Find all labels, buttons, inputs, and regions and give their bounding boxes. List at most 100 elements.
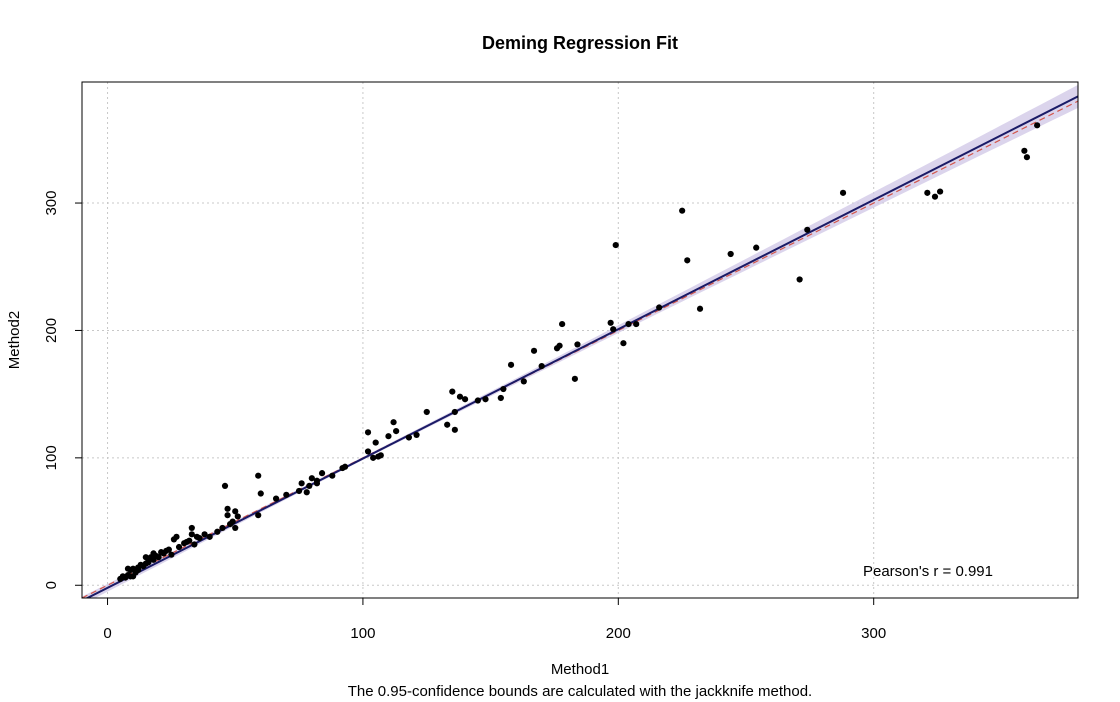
- data-point: [684, 257, 691, 264]
- data-point: [318, 470, 326, 477]
- data-point: [206, 533, 213, 540]
- data-point: [507, 361, 515, 368]
- data-point: [753, 244, 760, 251]
- data-point: [500, 385, 507, 393]
- data-point: [423, 408, 430, 416]
- data-point: [497, 394, 504, 402]
- data-point: [303, 489, 310, 496]
- data-point: [272, 495, 280, 502]
- data-point: [936, 188, 944, 195]
- data-point: [341, 463, 349, 470]
- data-point: [255, 512, 262, 519]
- data-point: [482, 396, 489, 403]
- data-point: [461, 396, 469, 403]
- data-point: [1034, 122, 1041, 129]
- data-points-layer: [117, 122, 1041, 582]
- data-point: [173, 533, 180, 540]
- data-point: [364, 448, 372, 455]
- data-point: [155, 554, 162, 561]
- data-point: [186, 537, 193, 544]
- data-point: [444, 421, 451, 428]
- data-point: [370, 454, 377, 461]
- data-point: [530, 347, 538, 354]
- x-tick-label: 200: [606, 625, 631, 642]
- data-point: [283, 491, 290, 498]
- x-axis-ticks: 0 100 200 300: [103, 598, 886, 642]
- data-point: [1023, 154, 1031, 161]
- y-tick-label: 300: [43, 191, 60, 216]
- data-point: [556, 342, 563, 349]
- data-point: [168, 551, 175, 558]
- data-point: [188, 524, 195, 532]
- data-point: [633, 320, 640, 328]
- data-point: [196, 535, 203, 542]
- data-point: [679, 207, 686, 214]
- data-point: [313, 477, 321, 484]
- data-point: [191, 541, 198, 548]
- data-point: [574, 341, 581, 348]
- data-point: [559, 320, 566, 328]
- pearson-annotation: Pearson's r = 0.991: [863, 563, 993, 580]
- data-point: [405, 434, 412, 441]
- data-point: [696, 305, 704, 312]
- data-point: [839, 189, 847, 196]
- data-point: [221, 482, 229, 489]
- data-point: [413, 431, 420, 439]
- chart-subtitle: The 0.95-confidence bounds are calculate…: [348, 683, 812, 700]
- data-point: [456, 393, 464, 400]
- y-tick-label: 0: [43, 581, 60, 589]
- data-point: [329, 472, 336, 479]
- data-point: [214, 528, 221, 535]
- data-point: [727, 250, 734, 258]
- data-point: [796, 276, 803, 283]
- data-point: [385, 433, 392, 440]
- data-point: [393, 427, 400, 435]
- data-point: [219, 524, 226, 532]
- y-tick-label: 200: [43, 318, 60, 343]
- y-axis-label: Method2: [6, 311, 23, 369]
- x-tick-label: 300: [861, 625, 886, 642]
- data-point: [612, 241, 619, 249]
- data-point: [372, 439, 379, 446]
- data-point: [520, 378, 527, 385]
- data-point: [571, 375, 578, 382]
- data-point: [229, 518, 236, 525]
- data-point: [308, 475, 315, 482]
- data-point: [232, 524, 239, 532]
- data-point: [377, 452, 384, 459]
- data-point: [390, 419, 397, 426]
- data-point: [295, 487, 303, 495]
- data-point: [1021, 147, 1028, 154]
- regression-lines-layer: [82, 95, 1078, 598]
- plot-frame: [81, 81, 1079, 599]
- data-point: [451, 426, 458, 433]
- grid-lines: [82, 82, 1078, 598]
- y-axis-ticks: 0 100 200 300: [43, 191, 82, 589]
- data-point: [620, 340, 627, 347]
- data-point: [364, 429, 372, 436]
- data-point: [234, 513, 241, 520]
- x-tick-label: 0: [103, 625, 111, 642]
- data-point: [449, 388, 456, 395]
- deming-fit-line: [85, 95, 1078, 598]
- data-point: [145, 559, 152, 566]
- data-point: [924, 189, 931, 196]
- data-point: [538, 363, 545, 370]
- data-point: [175, 543, 183, 551]
- data-point: [451, 408, 458, 416]
- x-tick-label: 100: [350, 625, 375, 642]
- data-point: [607, 319, 614, 326]
- data-point: [804, 226, 811, 233]
- data-point: [224, 512, 231, 519]
- data-point: [188, 531, 195, 538]
- data-point: [165, 546, 172, 553]
- data-point: [931, 193, 939, 200]
- data-point: [257, 490, 264, 497]
- data-point: [201, 531, 208, 538]
- data-point: [255, 472, 262, 479]
- data-point: [610, 326, 617, 333]
- chart-title: Deming Regression Fit: [482, 33, 678, 53]
- y-tick-label: 100: [43, 445, 60, 470]
